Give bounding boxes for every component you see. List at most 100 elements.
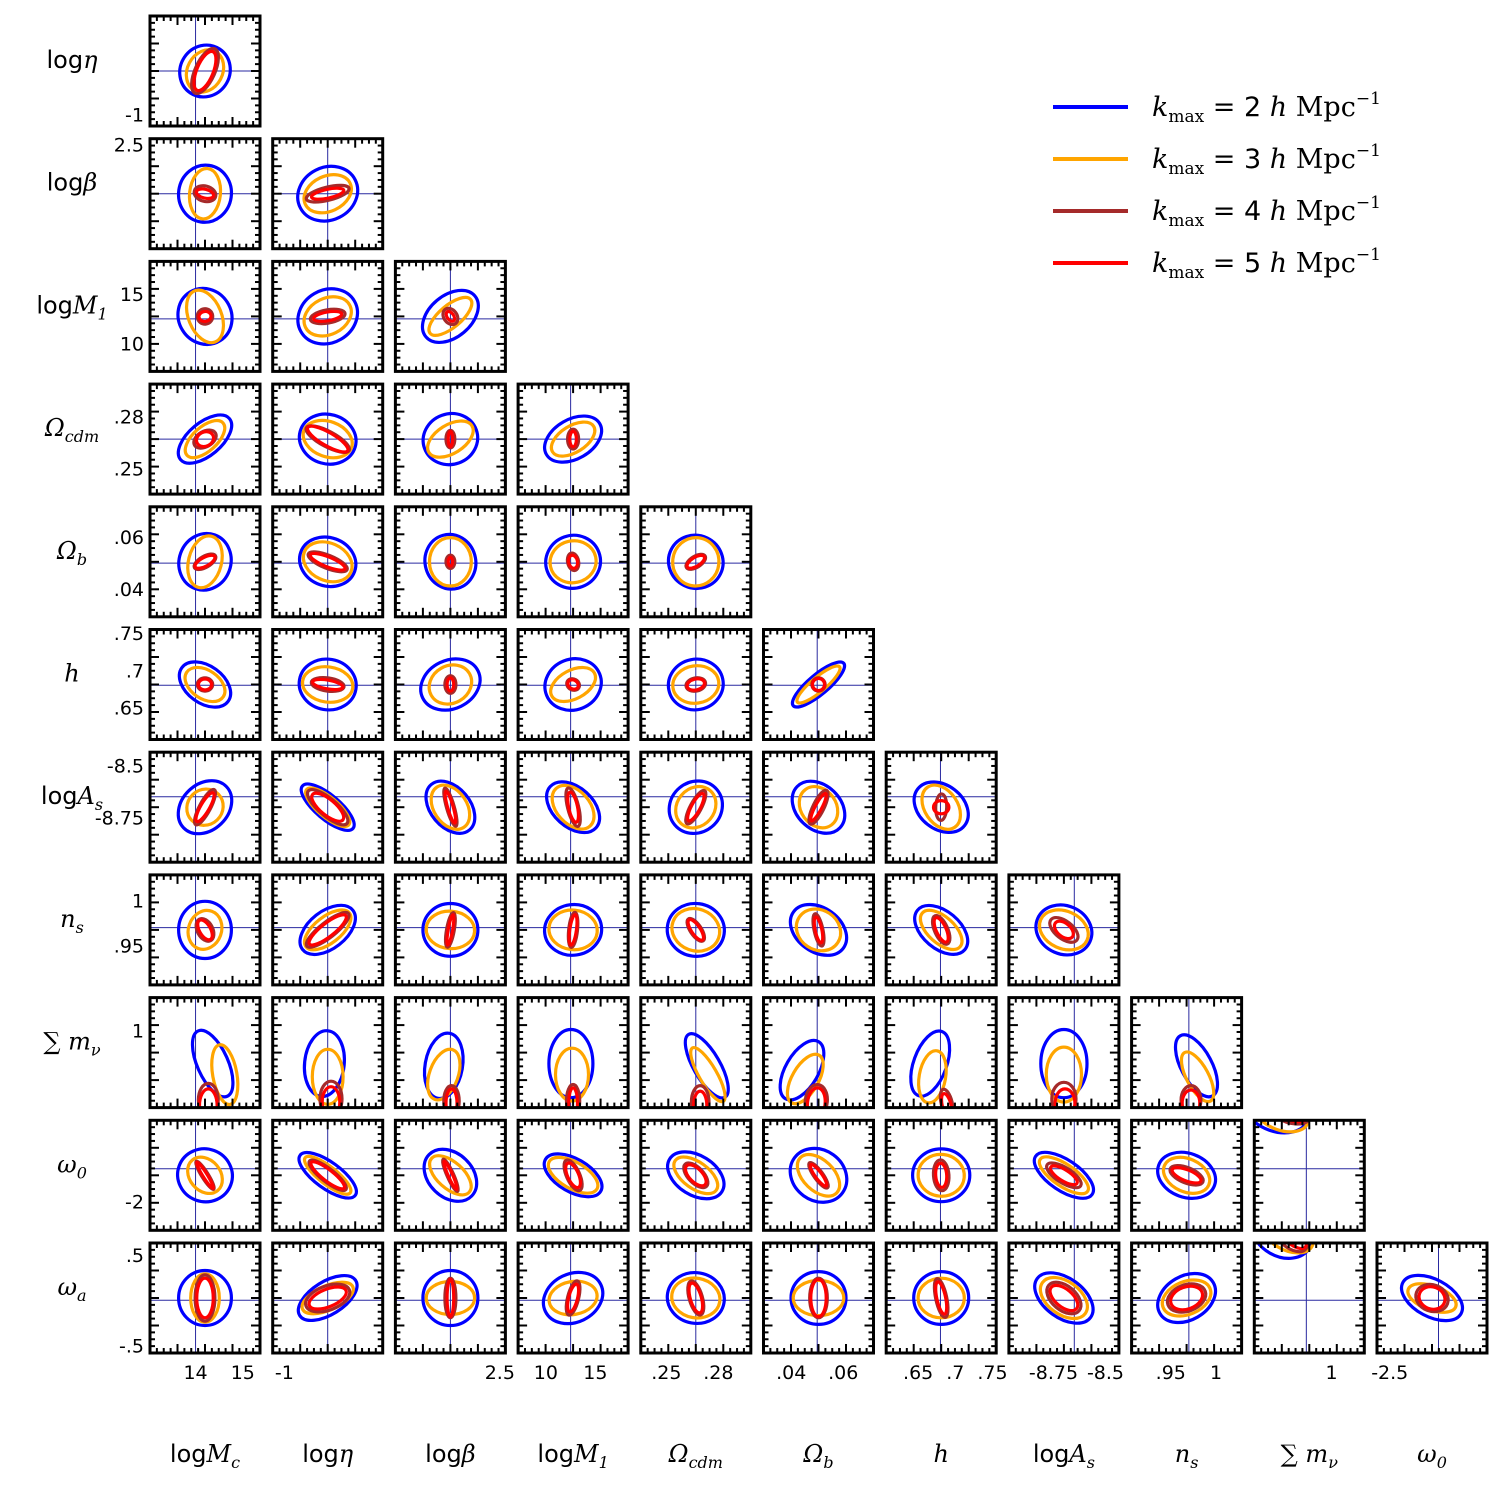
panel-logbeta-logM1 <box>393 259 507 373</box>
y-tick-label: .75 <box>114 623 144 645</box>
contour-kmax2 <box>788 1146 849 1204</box>
contour-kmax4 <box>443 674 458 695</box>
contour-kmax2 <box>1254 1120 1310 1135</box>
panel-logeta-h <box>271 628 385 741</box>
contour-kmax5 <box>566 790 581 824</box>
contour-kmax5 <box>310 677 345 692</box>
panel-logeta-logM1 <box>271 259 385 373</box>
contour-kmax3 <box>674 784 718 830</box>
contour-kmax3 <box>1037 1155 1090 1196</box>
panel-summnu-w0 <box>1252 1118 1366 1232</box>
tick-marks <box>1008 874 1119 985</box>
contour-kmax3 <box>1037 908 1090 952</box>
contour-kmax5 <box>445 1277 456 1319</box>
contour-kmax2 <box>1156 1271 1218 1325</box>
tick-marks <box>518 1243 629 1353</box>
contour-kmax5 <box>812 915 825 945</box>
tick-marks <box>150 629 260 740</box>
panel-logMc-logbeta: 2.5 <box>114 134 262 251</box>
contour-kmax2 <box>912 780 970 834</box>
contour-kmax3 <box>302 295 353 338</box>
tick-marks <box>763 752 874 863</box>
contour-kmax2 <box>666 1150 726 1201</box>
panel-frame <box>516 628 630 741</box>
panel-h-wa: .65 .7 .75 <box>884 1241 1008 1384</box>
tick-marks <box>150 384 260 495</box>
tick-marks <box>1131 997 1242 1108</box>
tick-marks <box>1008 997 1119 1108</box>
y-axis-label-Ob: Ωb <box>56 537 87 569</box>
y-tick-label: 1 <box>132 891 144 913</box>
contour-kmax2 <box>420 288 480 345</box>
panel-logM1-ns <box>516 873 630 987</box>
tick-marks <box>640 629 751 740</box>
contour-kmax3 <box>428 1154 473 1197</box>
panel-frame <box>1007 996 1121 1110</box>
contour-kmax5 <box>567 1086 580 1108</box>
x-tick-label: .25 <box>651 1362 681 1384</box>
panel-frame <box>762 873 875 987</box>
legend-label: kmax = 3 h Mpc−1 <box>1152 141 1381 179</box>
tick-marks <box>150 752 260 863</box>
contour-kmax2 <box>423 532 478 591</box>
contour-kmax3 <box>917 1049 948 1105</box>
contour-kmax2 <box>1399 1273 1465 1323</box>
tick-marks <box>1254 1120 1365 1231</box>
tick-marks <box>272 506 383 617</box>
panel-logeta-wa: -1 <box>271 1241 385 1384</box>
panel-logMc-h: .65 .7 .75 <box>114 623 262 741</box>
contour-kmax5 <box>197 309 213 323</box>
contour-kmax2 <box>177 531 233 592</box>
tick-marks <box>395 629 506 740</box>
contour-kmax4 <box>565 427 581 451</box>
panel-Ocdm-ns <box>639 873 753 987</box>
panel-frame <box>1007 873 1121 987</box>
contour-kmax5 <box>685 677 707 692</box>
y-axis-label-ns: ns <box>60 905 84 937</box>
tick-marks <box>640 1243 751 1353</box>
y-axis-label-logM1: logM1 <box>36 291 107 323</box>
tick-marks <box>886 874 997 985</box>
contour-kmax2 <box>296 1274 359 1322</box>
tick-marks <box>763 1243 874 1353</box>
contour-kmax3 <box>795 664 842 705</box>
x-axis-label-w0: ω0 <box>1417 1440 1447 1472</box>
panel-ns-w0 <box>1130 1118 1244 1232</box>
panel-frame <box>1007 1241 1121 1355</box>
contour-kmax3 <box>1179 1050 1216 1104</box>
contour-kmax3 <box>427 663 474 706</box>
contour-kmax3 <box>791 1278 846 1318</box>
panel-frame <box>762 628 875 741</box>
contour-kmax5 <box>931 799 951 816</box>
panel-logbeta-w0 <box>393 1118 507 1232</box>
contour-kmax3 <box>671 664 721 705</box>
panel-frame <box>884 750 998 864</box>
panel-h-ns <box>884 873 998 987</box>
y-axis-label-logeta: logη <box>47 46 99 74</box>
contour-kmax4 <box>304 1282 352 1314</box>
contour-kmax2 <box>296 287 360 346</box>
tick-marks <box>1254 1243 1365 1353</box>
contour-kmax3 <box>794 907 843 953</box>
contour-kmax3 <box>427 295 474 337</box>
panel-Ocdm-h <box>639 628 753 741</box>
y-tick-label: -1 <box>125 104 144 126</box>
contour-kmax3 <box>1254 1120 1310 1134</box>
contour-kmax5 <box>810 676 827 693</box>
y-tick-label: -.5 <box>119 1335 144 1357</box>
x-axis-label-logAs: logAs <box>1033 1440 1095 1472</box>
tick-marks <box>763 997 874 1108</box>
tick-marks <box>763 1120 874 1231</box>
panel-frame <box>1007 1118 1121 1232</box>
y-tick-label: -2 <box>125 1191 144 1213</box>
contour-kmax2 <box>422 1031 465 1101</box>
panel-logMc-Ocdm: .25 .28 <box>114 382 262 496</box>
panel-frame <box>516 996 630 1110</box>
tick-marks <box>272 752 383 863</box>
contour-kmax5 <box>566 1282 581 1314</box>
contour-kmax4 <box>195 307 215 326</box>
x-tick-label: 2.5 <box>485 1362 515 1384</box>
contour-kmax4 <box>304 183 351 204</box>
contour-kmax3 <box>302 1154 353 1196</box>
contour-kmax5 <box>194 791 216 824</box>
